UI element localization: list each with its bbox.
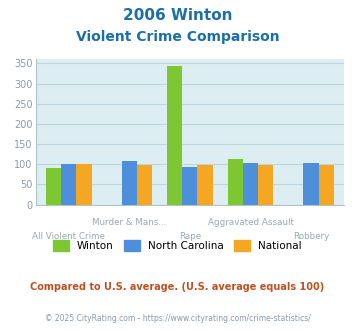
- Bar: [304, 163, 319, 205]
- Bar: [61, 164, 76, 205]
- Text: 2006 Winton: 2006 Winton: [123, 8, 232, 23]
- Bar: [182, 168, 197, 205]
- Bar: [137, 165, 152, 205]
- Bar: [76, 164, 92, 205]
- Text: © 2025 CityRating.com - https://www.cityrating.com/crime-statistics/: © 2025 CityRating.com - https://www.city…: [45, 314, 310, 323]
- Bar: [167, 66, 182, 205]
- Text: Robbery: Robbery: [293, 232, 329, 241]
- Bar: [258, 165, 273, 205]
- Bar: [319, 165, 334, 205]
- Bar: [228, 159, 243, 205]
- Bar: [243, 163, 258, 205]
- Text: All Violent Crime: All Violent Crime: [32, 232, 105, 241]
- Text: Murder & Mans...: Murder & Mans...: [92, 218, 166, 227]
- Bar: [122, 161, 137, 205]
- Text: Rape: Rape: [179, 232, 201, 241]
- Legend: Winton, North Carolina, National: Winton, North Carolina, National: [49, 236, 306, 255]
- Bar: [197, 165, 213, 205]
- Text: Compared to U.S. average. (U.S. average equals 100): Compared to U.S. average. (U.S. average …: [31, 282, 324, 292]
- Text: Violent Crime Comparison: Violent Crime Comparison: [76, 30, 279, 44]
- Text: Aggravated Assault: Aggravated Assault: [208, 218, 294, 227]
- Bar: [46, 168, 61, 205]
